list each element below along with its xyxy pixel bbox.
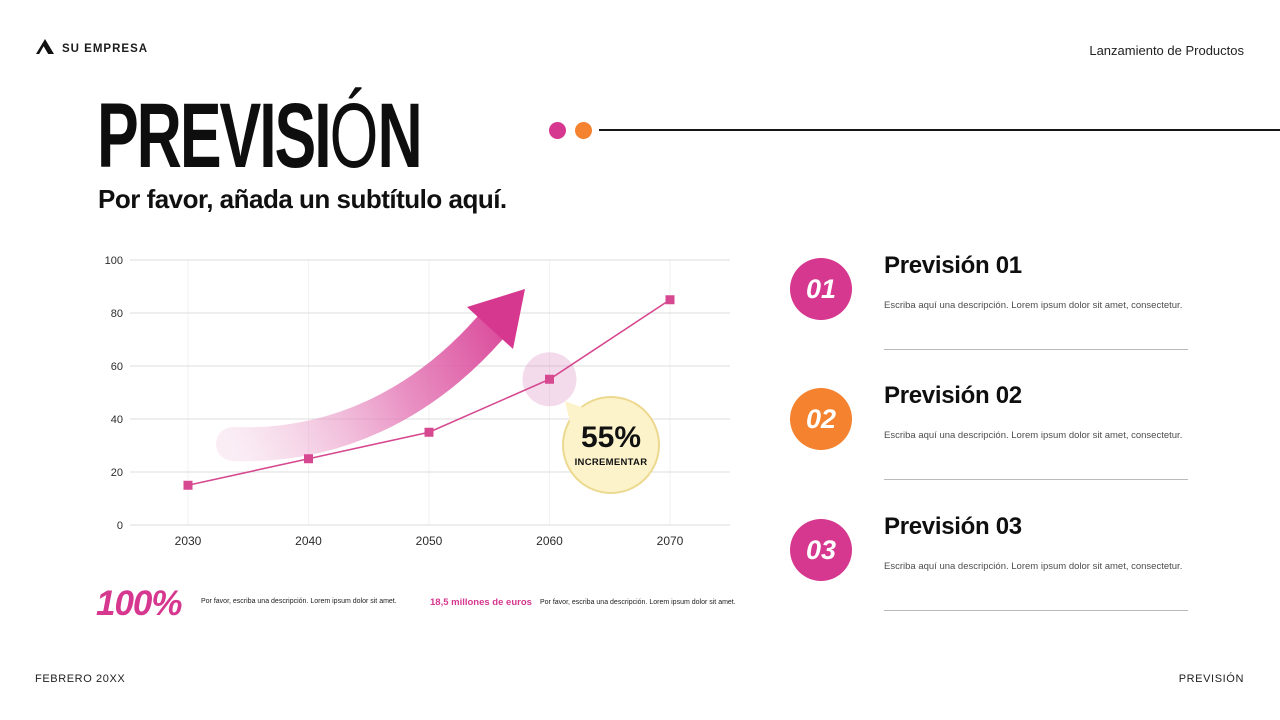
forecast-3-divider: [884, 610, 1188, 611]
svg-text:100: 100: [105, 255, 123, 267]
title-part2: N: [377, 85, 423, 187]
forecast-item-1: 01 Previsión 01 Escriba aquí una descrip…: [790, 252, 1188, 352]
svg-text:0: 0: [117, 520, 123, 532]
forecast-3-number-badge: 03: [790, 519, 852, 581]
forecast-1-title: Previsión 01: [884, 252, 1022, 279]
increase-callout: 55% INCREMENTAR: [555, 392, 660, 494]
page-subtitle: Por favor, añada un subtítulo aquí.: [98, 184, 507, 214]
forecast-2-divider: [884, 479, 1188, 480]
forecast-item-2: 02 Previsión 02 Escriba aquí una descrip…: [790, 382, 1188, 482]
forecast-2-number-badge: 02: [790, 388, 852, 450]
forecast-item-3: 03 Previsión 03 Escriba aquí una descrip…: [790, 513, 1188, 613]
event-label: Lanzamiento de Productos: [1089, 43, 1244, 58]
stat-millions-value: 18,5 millones de euros: [430, 597, 532, 608]
forecast-3-title: Previsión 03: [884, 513, 1022, 540]
callout-value: 55%: [580, 421, 642, 455]
stat-100-value: 100%: [96, 584, 183, 623]
svg-text:2070: 2070: [657, 534, 684, 548]
company-name: SU EMPRESA: [62, 43, 149, 55]
forecast-1-number-badge: 01: [790, 258, 852, 320]
svg-text:2050: 2050: [416, 534, 443, 548]
svg-text:20: 20: [111, 467, 123, 479]
forecast-2-description: Escriba aquí una descripción. Lorem ipsu…: [884, 430, 1183, 441]
footer-section: PREVISIÓN: [1178, 673, 1244, 685]
forecast-3-description: Escriba aquí una descripción. Lorem ipsu…: [884, 561, 1183, 572]
footer-date: FEBRERO 20XX: [35, 673, 126, 685]
svg-text:80: 80: [111, 308, 123, 320]
forecast-2-title: Previsión 02: [884, 382, 1022, 409]
page-title: PREVISIÓN: [97, 90, 423, 182]
callout-label: INCREMENTAR: [574, 456, 648, 468]
forecast-1-description: Escriba aquí una descripción. Lorem ipsu…: [884, 300, 1183, 311]
svg-text:2030: 2030: [175, 534, 202, 548]
company-logo-icon: [35, 38, 55, 60]
deco-dot-orange: [575, 122, 592, 139]
svg-text:2040: 2040: [295, 534, 322, 548]
title-accent: Ó: [329, 85, 379, 187]
stat-millions-description: Por favor, escriba una descripción. Lore…: [540, 599, 736, 606]
forecast-1-divider: [884, 349, 1188, 350]
deco-dot-pink: [549, 122, 566, 139]
svg-text:2060: 2060: [536, 534, 563, 548]
deco-horizontal-rule: [599, 129, 1280, 131]
stat-100-description: Por favor, escriba una descripción. Lore…: [201, 598, 397, 605]
chart-series: [183, 295, 675, 490]
growth-arrow: [216, 289, 525, 462]
title-part1: PREVISI: [97, 85, 332, 187]
svg-text:40: 40: [111, 414, 123, 426]
svg-text:60: 60: [111, 361, 123, 373]
